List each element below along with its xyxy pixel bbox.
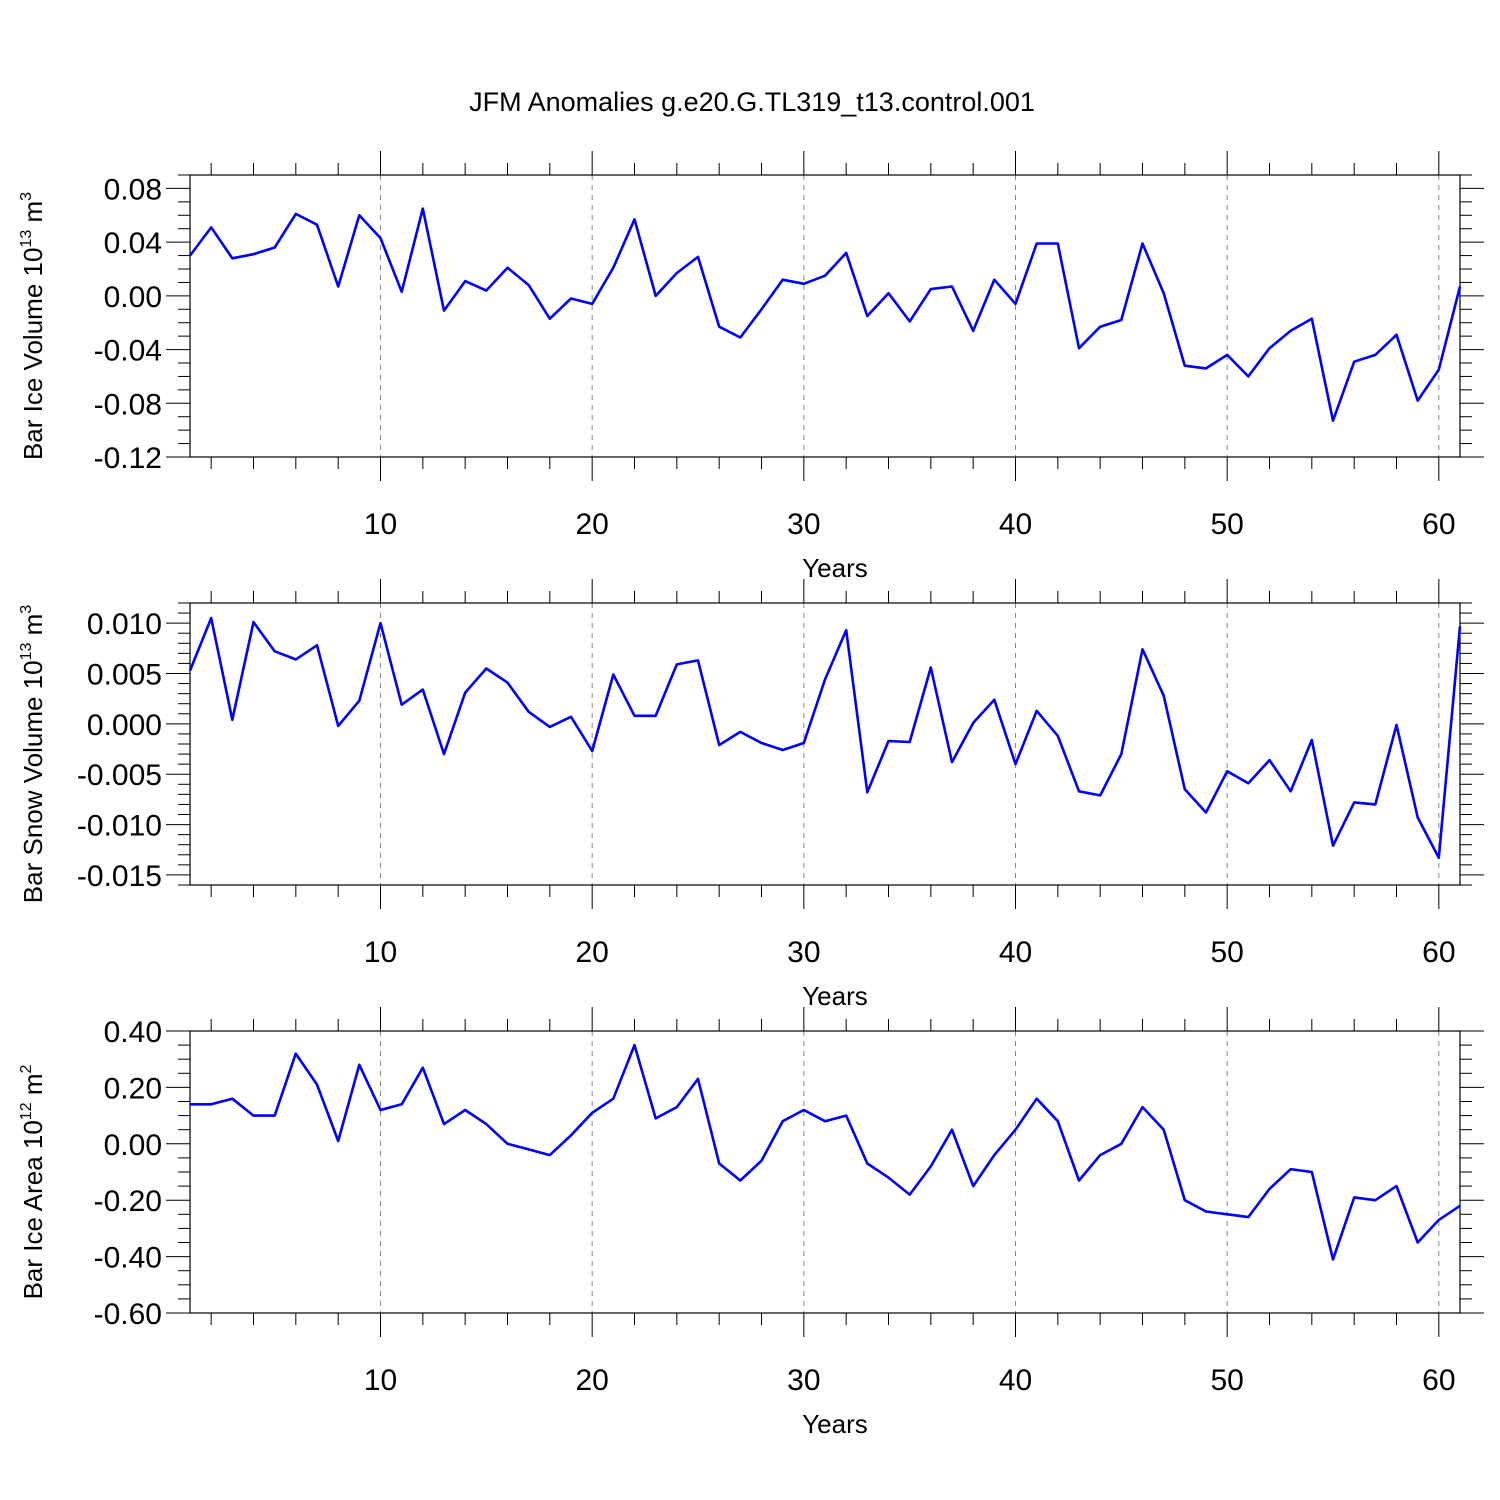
y-tick-label: 0.000 [87,709,162,742]
x-axis-label: Years [802,1409,868,1439]
figure-title: JFM Anomalies g.e20.G.TL319_t13.control.… [469,87,1035,117]
panel-3: 10 20 30 40 50 60 0.40 0.20 0.00 -0.20 -0.40 -0.60 Y… [18,1007,1484,1439]
y-tick-label: -0.015 [77,860,162,893]
x-axis-label: Years [802,981,868,1011]
y-axis-label-part: Bar Ice Volume 10 [18,248,48,460]
x-tick-label: 40 [999,508,1032,541]
y-tick-label: -0.12 [94,442,162,475]
y-axis-label-superscript: 2 [18,1064,35,1073]
y-tick-label: -0.04 [94,335,162,368]
y-axis-label-superscript: 3 [18,192,35,201]
y-tick-label: -0.005 [77,759,162,792]
panels: 10 20 30 40 50 60 0.08 0.04 0.00 -0.04 -0.08 -0.12 Y… [18,151,1484,1439]
x-axis-label: Years [802,553,868,583]
y-axis-label-superscript: 3 [18,605,35,614]
series-line [190,1043,1461,1261]
y-tick-label: -0.08 [94,388,162,421]
x-tick-label: 50 [1210,508,1243,541]
y-tick-label: 0.08 [104,173,162,206]
y-axis-label: Bar Ice Area 1012 m2 [18,1064,48,1299]
y-tick-label: 0.20 [104,1072,162,1105]
y-tick-label: -0.20 [94,1185,162,1218]
x-tick-label: 30 [787,1364,820,1397]
x-tick-label: 60 [1422,936,1455,969]
y-tick-label: 0.00 [104,281,162,314]
x-tick-label: 30 [787,936,820,969]
y-tick-label: -0.010 [77,810,162,843]
x-tick-label: 20 [575,936,608,969]
y-axis-label-superscript: 13 [18,642,35,660]
x-tick-label: 20 [575,508,608,541]
y-tick-label: -0.40 [94,1242,162,1275]
y-axis-label-part: m [18,201,48,230]
y-tick-label: 0.04 [104,227,162,260]
x-tick-label: 40 [999,1364,1032,1397]
x-tick-label: 60 [1422,1364,1455,1397]
x-tick-label: 10 [364,936,397,969]
x-tick-label: 10 [364,508,397,541]
plot-frame [189,174,1461,458]
y-axis-label-part: Bar Snow Volume 10 [18,660,48,903]
x-tick-label: 60 [1422,508,1455,541]
x-tick-label: 50 [1210,936,1243,969]
y-tick-label: 0.005 [87,659,162,692]
x-tick-label: 50 [1210,1364,1243,1397]
x-tick-label: 40 [999,936,1032,969]
y-tick-label: 0.40 [104,1016,162,1049]
y-axis-label-part: m [18,1073,48,1102]
y-axis-label-part: m [18,614,48,643]
panel-2: 10 20 30 40 50 60 0.010 0.005 0.000 -0.005 -0.010 -… [18,579,1484,1011]
y-tick-label: 0.010 [87,608,162,641]
x-tick-label: 30 [787,508,820,541]
y-axis-label-part: Bar Ice Area 10 [18,1120,48,1299]
y-axis-label-superscript: 12 [18,1102,35,1120]
y-axis-label-superscript: 13 [18,230,35,248]
series-line [188,207,1462,423]
x-tick-label: 20 [575,1364,608,1397]
x-tick-label: 10 [364,1364,397,1397]
y-tick-label: 0.00 [104,1129,162,1162]
y-tick-label: -0.60 [94,1298,162,1331]
series-line [188,616,1462,860]
y-axis-label: Bar Ice Volume 1013 m3 [18,192,48,460]
y-axis-label: Bar Snow Volume 1013 m3 [18,605,48,904]
panel-1: 10 20 30 40 50 60 0.08 0.04 0.00 -0.04 -0.08 -0.12 Y… [18,151,1484,583]
